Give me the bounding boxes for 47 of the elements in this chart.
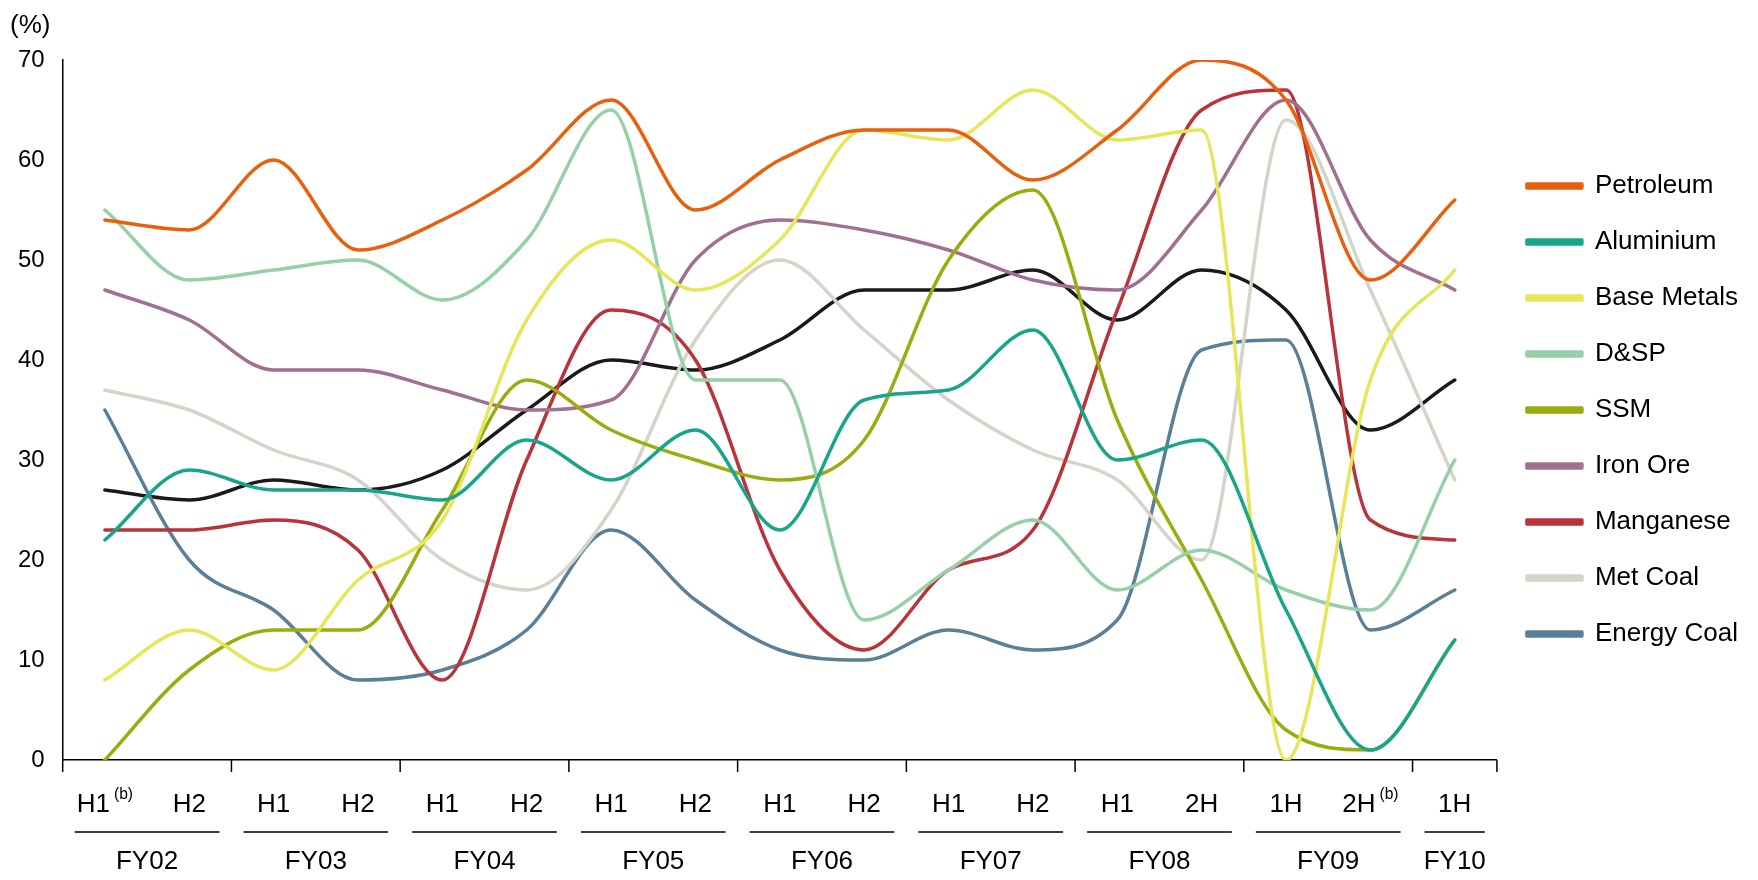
legend-label: Energy Coal [1594, 617, 1738, 648]
text: FY10 [1423, 845, 1486, 876]
y-tick-label: 20 [17, 544, 45, 572]
text: FY09 [1297, 845, 1360, 876]
text: FY04 [453, 845, 516, 876]
y-tick-label: 60 [17, 144, 45, 172]
y-tick-label: 10 [17, 644, 45, 672]
x-tick-label: H2 [847, 788, 881, 819]
x-tick-label: H2 [172, 788, 206, 819]
y-tick-label: 0 [31, 744, 45, 772]
text: FY03 [284, 845, 347, 876]
x-tick-label: 1H [1269, 788, 1303, 819]
x-tick-label: H1 [1100, 788, 1134, 819]
y-tick-label: 40 [17, 344, 45, 372]
legend-label: Base Metals [1594, 281, 1738, 312]
y-axis-title: (%) [10, 9, 51, 40]
x-tick-label: 1H [1438, 788, 1472, 819]
line-series [103, 328, 1457, 752]
x-tick-label: H1 [256, 788, 291, 819]
x-tick-label: H2 [341, 788, 375, 819]
legend-label: Manganese [1594, 505, 1731, 536]
x-tick-label: H1 [931, 788, 966, 819]
line-series [103, 268, 1457, 502]
line-series [103, 98, 1457, 412]
x-tick-label: H1 [763, 788, 797, 819]
x-tick-label: H1 [594, 788, 628, 819]
x-tick-label: H2 [1016, 788, 1050, 819]
x-tick-label: 2H [1185, 788, 1219, 819]
y-tick-label: 50 [17, 244, 45, 272]
line-series [103, 338, 1457, 682]
line-series [103, 60, 1457, 282]
legend-label: Petroleum [1594, 169, 1714, 200]
legend-label: D&SP [1594, 337, 1666, 368]
legend-label: Met Coal [1594, 561, 1699, 592]
x-tick-label: H2 [678, 788, 713, 819]
text: FY06 [790, 845, 854, 876]
text: FY08 [1128, 845, 1191, 876]
legend-label: Aluminium [1594, 225, 1717, 256]
y-tick-label: 30 [17, 444, 45, 472]
text: FY07 [959, 845, 1022, 876]
y-tick-label: 70 [17, 44, 45, 72]
legend-label: Iron Ore [1594, 449, 1691, 480]
legend-label: SSM [1594, 393, 1652, 424]
x-tick-label: H1 [425, 788, 459, 819]
x-tick-label: H2 [510, 788, 544, 819]
text: FY02 [115, 845, 179, 876]
text: FY05 [622, 845, 685, 876]
